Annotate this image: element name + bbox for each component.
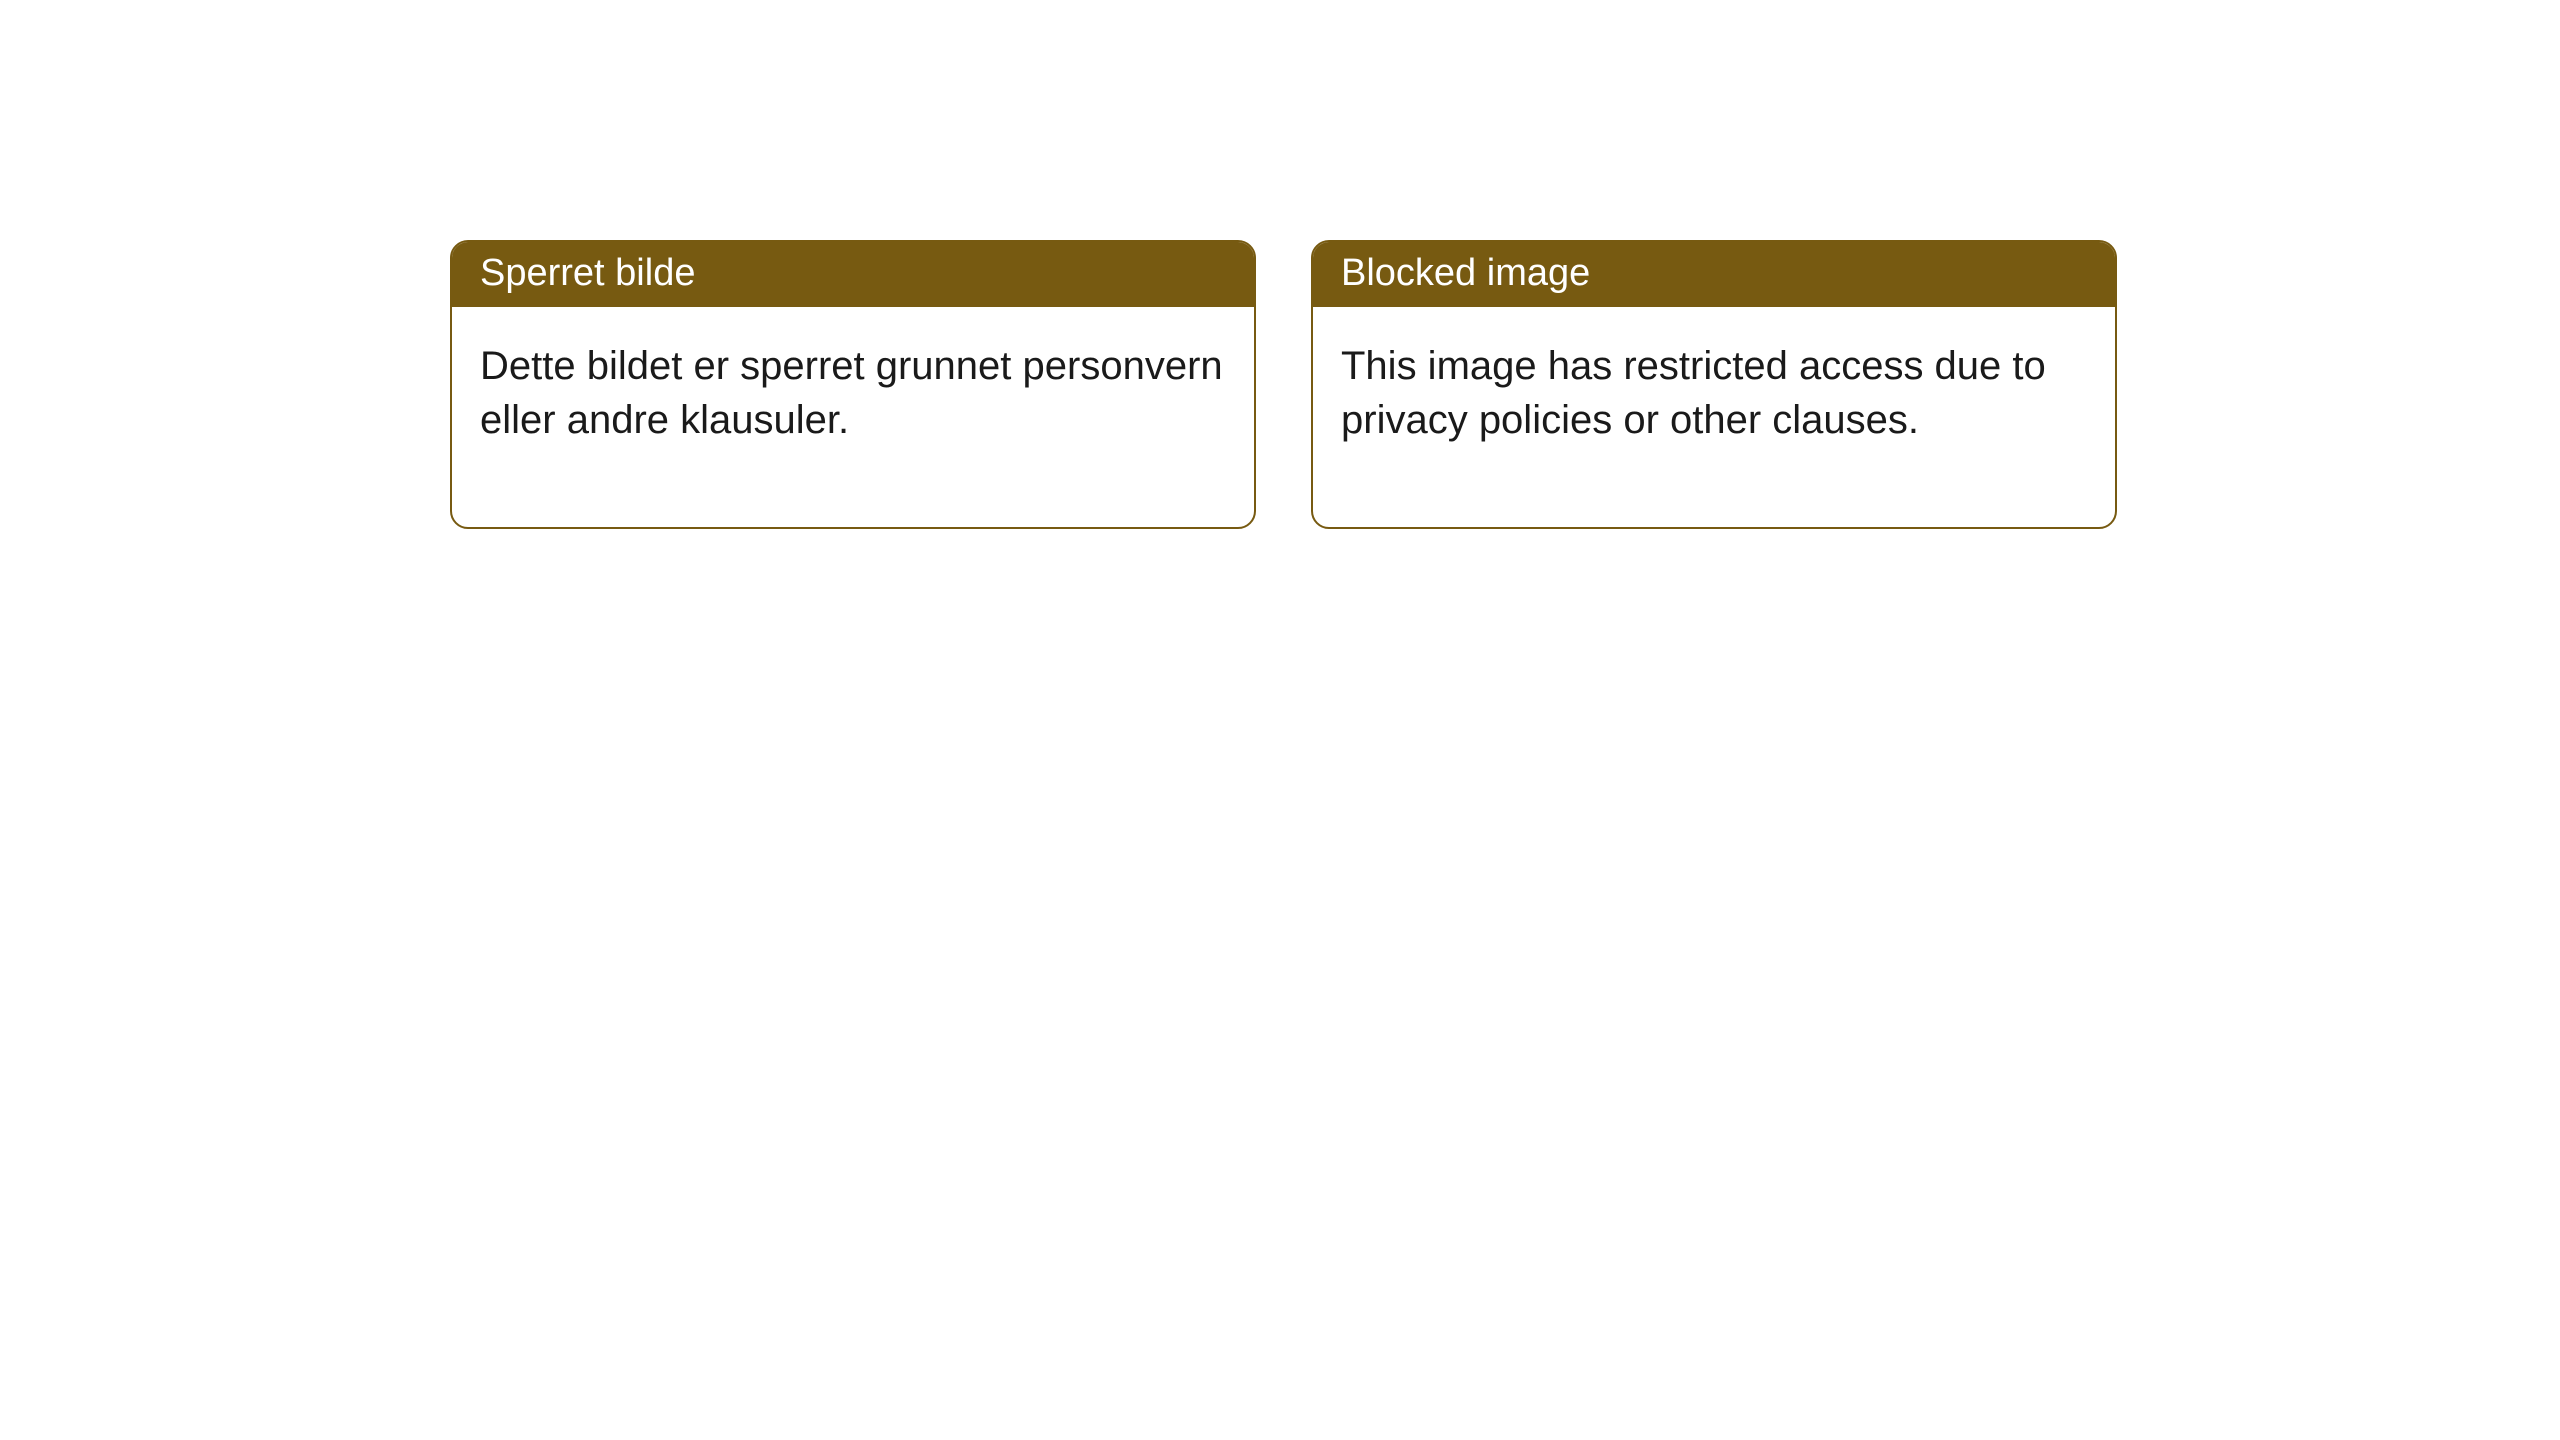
card-header: Sperret bilde [452,242,1254,307]
notice-card-english: Blocked image This image has restricted … [1311,240,2117,529]
notice-cards-container: Sperret bilde Dette bildet er sperret gr… [450,240,2560,529]
card-header: Blocked image [1313,242,2115,307]
card-title: Blocked image [1341,252,1590,294]
card-body: This image has restricted access due to … [1313,307,2115,527]
card-body: Dette bildet er sperret grunnet personve… [452,307,1254,527]
notice-card-norwegian: Sperret bilde Dette bildet er sperret gr… [450,240,1256,529]
card-body-text: Dette bildet er sperret grunnet personve… [480,344,1223,442]
card-body-text: This image has restricted access due to … [1341,344,2046,442]
card-title: Sperret bilde [480,252,695,294]
